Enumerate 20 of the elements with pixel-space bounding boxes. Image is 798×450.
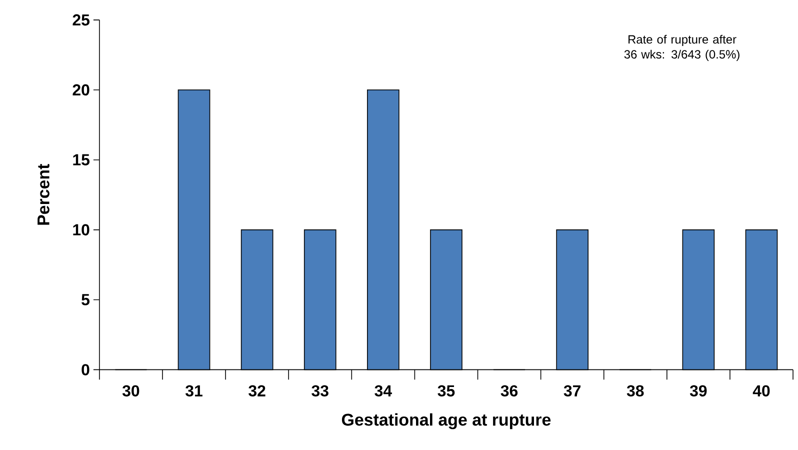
x-tick-label: 39 <box>690 384 707 396</box>
y-tick-label: 5 <box>82 294 90 306</box>
y-tick-label: 20 <box>72 84 90 96</box>
x-tick-label: 34 <box>374 384 392 396</box>
x-tick-label: 36 <box>500 384 518 396</box>
x-tick-label: 30 <box>122 384 140 396</box>
x-tick-label: 35 <box>438 384 455 396</box>
y-tick-label: 15 <box>73 154 90 166</box>
x-tick-label: 40 <box>752 384 770 396</box>
x-tick-label: 38 <box>626 384 644 396</box>
x-tick-label: 33 <box>312 384 328 396</box>
x-tick-label: 32 <box>248 384 266 396</box>
y-tick-label: 10 <box>73 224 90 236</box>
x-tick-label: 37 <box>564 384 580 396</box>
y-axis-title: Percent <box>38 164 50 225</box>
x-tick-label: 31 <box>186 384 202 396</box>
x-axis-title: Gestational age at rupture <box>342 413 551 429</box>
annotation: Rate of rupture after 36 wks: 3/643 (0.5%) <box>624 34 740 61</box>
y-tick-label: 25 <box>72 14 90 26</box>
y-tick-label: 0 <box>82 364 90 376</box>
